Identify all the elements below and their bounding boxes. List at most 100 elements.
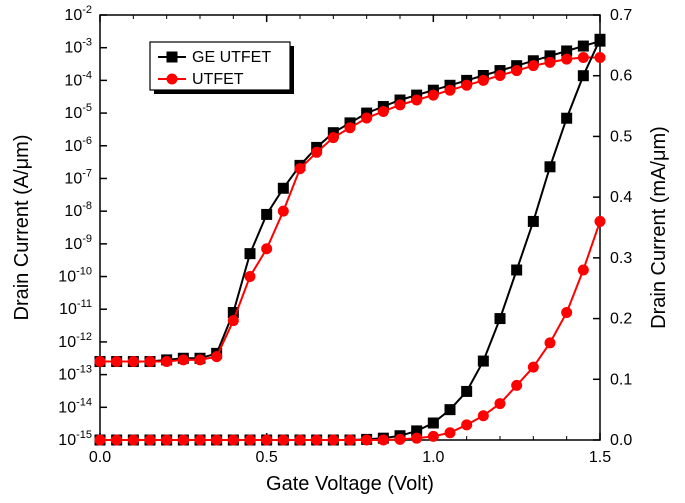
marker-circle — [312, 147, 322, 157]
marker-circle — [195, 435, 205, 445]
marker-circle — [495, 399, 505, 409]
y-left-tick-label: 10-2 — [64, 4, 92, 24]
marker-square — [595, 34, 605, 44]
marker-circle — [362, 113, 372, 123]
marker-circle — [528, 61, 538, 71]
legend-label: GE UTFET — [192, 49, 271, 66]
marker-circle — [162, 435, 172, 445]
marker-square — [495, 314, 505, 324]
x-tick-label: 0.5 — [256, 449, 278, 466]
marker-square — [578, 71, 588, 81]
y-left-tick-label: 10-8 — [64, 200, 92, 220]
series-line — [100, 58, 600, 362]
x-tick-label: 1.0 — [422, 449, 444, 466]
chart-svg: 0.00.51.01.510-1510-1410-1310-1210-1110-… — [0, 0, 685, 503]
y-right-tick-label: 0.7 — [610, 7, 632, 24]
y-left-tick-label: 10-7 — [64, 167, 92, 187]
x-tick-label: 1.5 — [589, 449, 611, 466]
marker-circle — [278, 206, 288, 216]
marker-circle — [178, 355, 188, 365]
marker-circle — [478, 75, 488, 85]
y-right-tick-label: 0.6 — [610, 68, 632, 85]
marker-circle — [378, 435, 388, 445]
marker-circle — [462, 80, 472, 90]
series-line — [100, 221, 600, 440]
marker-circle — [512, 66, 522, 76]
x-axis-label: Gate Voltage (Volt) — [266, 473, 434, 495]
marker-square — [445, 405, 455, 415]
marker-circle — [312, 435, 322, 445]
marker-square — [462, 386, 472, 396]
chart-container: 0.00.51.01.510-1510-1410-1310-1210-1110-… — [0, 0, 685, 503]
marker-circle — [578, 53, 588, 63]
marker-circle — [528, 362, 538, 372]
marker-circle — [262, 435, 272, 445]
marker-square — [562, 113, 572, 123]
marker-circle — [145, 435, 155, 445]
y-left-tick-label: 10-10 — [58, 266, 92, 286]
y-left-tick-label: 10-12 — [58, 331, 92, 351]
marker-circle — [145, 357, 155, 367]
marker-circle — [345, 123, 355, 133]
marker-circle — [112, 357, 122, 367]
marker-circle — [245, 272, 255, 282]
marker-square — [167, 52, 177, 62]
y-left-tick-label: 10-3 — [64, 37, 92, 57]
marker-circle — [412, 433, 422, 443]
y-right-tick-label: 0.2 — [610, 311, 632, 328]
marker-square — [262, 209, 272, 219]
y-left-tick-label: 10-11 — [59, 298, 92, 318]
marker-square — [528, 216, 538, 226]
y-right-tick-label: 0.3 — [610, 250, 632, 267]
marker-circle — [395, 434, 405, 444]
marker-circle — [162, 357, 172, 367]
marker-circle — [295, 164, 305, 174]
marker-square — [512, 265, 522, 275]
marker-circle — [562, 308, 572, 318]
marker-circle — [478, 411, 488, 421]
y-right-tick-label: 0.4 — [610, 189, 632, 206]
y-left-tick-label: 10-9 — [64, 233, 92, 253]
marker-circle — [495, 70, 505, 80]
y-right-tick-label: 0.0 — [610, 432, 632, 449]
marker-circle — [95, 357, 105, 367]
marker-circle — [295, 435, 305, 445]
marker-square — [428, 418, 438, 428]
marker-circle — [195, 355, 205, 365]
marker-circle — [428, 431, 438, 441]
marker-circle — [545, 57, 555, 67]
marker-circle — [595, 216, 605, 226]
series-line — [100, 39, 600, 440]
marker-circle — [412, 95, 422, 105]
marker-circle — [95, 435, 105, 445]
marker-square — [545, 162, 555, 172]
y-left-tick-label: 10-15 — [58, 429, 92, 449]
marker-circle — [128, 435, 138, 445]
marker-circle — [462, 420, 472, 430]
y-right-axis-label: Drain Current (mA/μm) — [648, 126, 670, 329]
marker-square — [578, 41, 588, 51]
marker-square — [245, 249, 255, 259]
marker-circle — [228, 316, 238, 326]
y-right-tick-label: 0.5 — [610, 128, 632, 145]
y-right-tick-label: 0.1 — [610, 371, 632, 388]
marker-circle — [345, 435, 355, 445]
marker-circle — [395, 100, 405, 110]
y-left-tick-label: 10-6 — [64, 135, 92, 155]
marker-circle — [428, 90, 438, 100]
marker-circle — [328, 435, 338, 445]
marker-circle — [212, 352, 222, 362]
marker-square — [278, 183, 288, 193]
marker-circle — [362, 435, 372, 445]
y-left-tick-label: 10-4 — [64, 69, 92, 89]
marker-circle — [167, 74, 177, 84]
marker-circle — [262, 244, 272, 254]
marker-circle — [245, 435, 255, 445]
marker-circle — [545, 338, 555, 348]
marker-circle — [278, 435, 288, 445]
marker-circle — [212, 435, 222, 445]
marker-circle — [445, 428, 455, 438]
marker-circle — [445, 85, 455, 95]
marker-circle — [128, 357, 138, 367]
marker-circle — [228, 435, 238, 445]
